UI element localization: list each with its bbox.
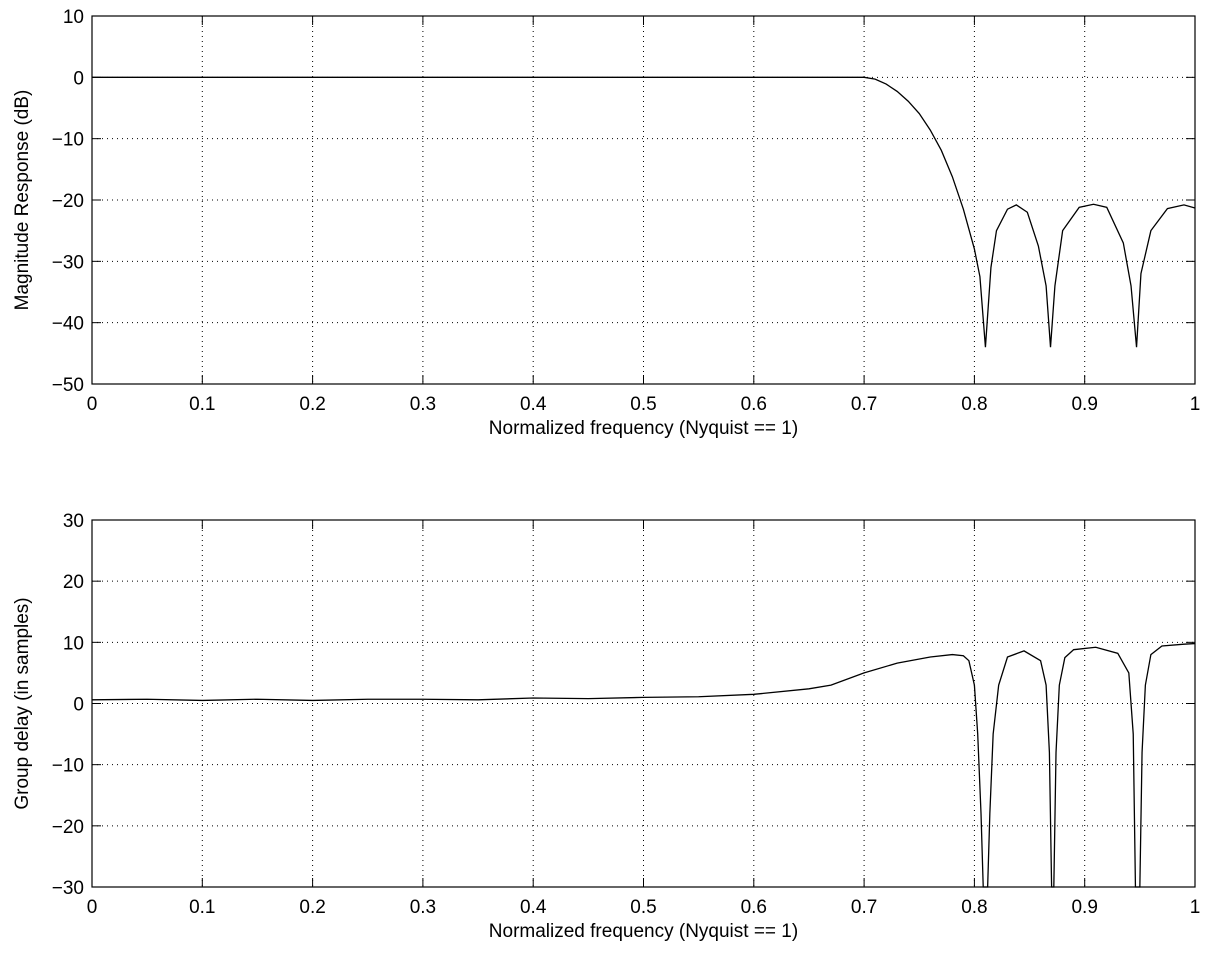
magnitude-y-tick-labels: −50 −40 −30 −20 −10 0 10 (52, 7, 84, 396)
magnitude-y-tick-label: −40 (52, 314, 84, 335)
group-delay-gridlines (92, 520, 1195, 887)
magnitude-x-tick-label: 0.9 (1071, 394, 1097, 415)
group-delay-x-tick-label: 0.6 (741, 897, 767, 918)
magnitude-y-tick-label: −10 (52, 130, 84, 151)
magnitude-gridlines (92, 16, 1195, 384)
magnitude-x-tick-label: 0 (87, 394, 98, 415)
group-delay-x-tick-label: 0.3 (410, 897, 436, 918)
group-delay-y-axis-label: Group delay (in samples) (12, 597, 33, 809)
magnitude-y-tick-label: −50 (52, 375, 84, 396)
magnitude-series-line (92, 76, 1196, 348)
group-delay-y-tick-labels: −30 −20 −10 0 10 20 30 (52, 511, 84, 899)
magnitude-x-tick-label: 0.2 (299, 394, 325, 415)
magnitude-x-tick-label: 0.8 (961, 394, 987, 415)
group-delay-x-tick-label: 0.4 (520, 897, 547, 918)
group-delay-x-tick-label: 0.7 (851, 897, 877, 918)
magnitude-y-tick-label: −20 (52, 191, 84, 212)
group-delay-x-tick-labels: 0 0.1 0.2 0.3 0.4 0.5 0.6 0.7 0.8 0.9 1 (87, 897, 1201, 918)
group-delay-x-tick-label: 0.8 (961, 897, 987, 918)
group-delay-series-line (91, 642, 1196, 888)
group-delay-x-tick-label: 0.9 (1071, 897, 1097, 918)
magnitude-x-tick-label: 0.1 (189, 394, 215, 415)
magnitude-y-tick-label: −30 (52, 252, 84, 273)
magnitude-series (92, 76, 1196, 348)
magnitude-x-tick-label: 0.4 (520, 394, 547, 415)
group-delay-plot: 0 0.1 0.2 0.3 0.4 0.5 0.6 0.7 0.8 0.9 1 −30 −20 −10 0… (12, 511, 1200, 942)
magnitude-x-tick-label: 0.7 (851, 394, 877, 415)
group-delay-x-tick-label: 0.1 (189, 897, 215, 918)
group-delay-y-tick-label: 20 (63, 572, 84, 593)
magnitude-x-tick-label: 0.6 (741, 394, 767, 415)
group-delay-y-tick-label: −20 (52, 817, 84, 838)
magnitude-response-plot: 0 0.1 0.2 0.3 0.4 0.5 0.6 0.7 0.8 0.9 1 −50−40−30−… (12, 7, 1200, 439)
magnitude-y-tick-label: 0 (73, 68, 84, 89)
group-delay-x-tick-label: 0 (87, 897, 98, 918)
group-delay-y-tick-label: 0 (73, 695, 84, 716)
group-delay-y-tick-label: 30 (63, 511, 84, 532)
magnitude-x-tick-label: 0.5 (630, 394, 656, 415)
group-delay-y-tick-label: −30 (52, 878, 84, 899)
magnitude-x-tick-labels: 0 0.1 0.2 0.3 0.4 0.5 0.6 0.7 0.8 0.9 1 (87, 394, 1201, 415)
group-delay-x-tick-label: 0.2 (299, 897, 325, 918)
magnitude-y-axis-label: Magnitude Response (dB) (12, 90, 33, 311)
magnitude-x-tick-label: 0.3 (410, 394, 436, 415)
magnitude-x-axis-label: Normalized frequency (Nyquist == 1) (489, 418, 798, 439)
group-delay-y-tick-label: −10 (52, 756, 84, 777)
magnitude-x-tick-label: 1 (1190, 394, 1201, 415)
group-delay-x-axis-label: Normalized frequency (Nyquist == 1) (489, 921, 798, 942)
magnitude-y-tick-label: 10 (63, 7, 84, 28)
group-delay-x-tick-label: 0.5 (630, 897, 656, 918)
magnitude-axes-frame (91, 15, 1196, 385)
group-delay-x-tick-label: 1 (1190, 897, 1201, 918)
group-delay-axes-frame (91, 519, 1196, 888)
group-delay-series (91, 642, 1196, 888)
group-delay-y-tick-label: 10 (63, 633, 84, 654)
